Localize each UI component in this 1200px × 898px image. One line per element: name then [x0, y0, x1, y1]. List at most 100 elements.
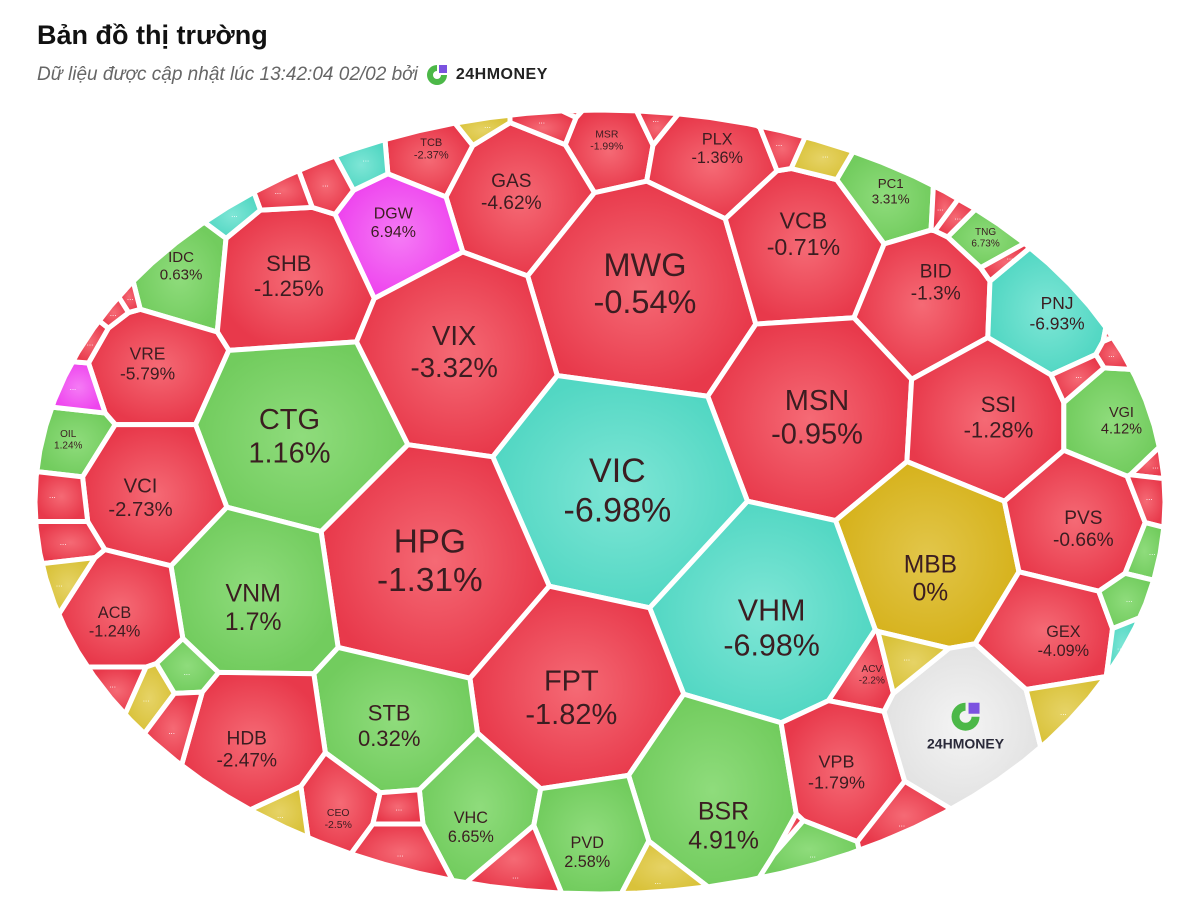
ticker-label: VIX — [432, 320, 476, 351]
more-label: ... — [1117, 642, 1124, 651]
change-label: -1.36% — [692, 149, 743, 167]
brand-name: 24HMONEY — [455, 66, 548, 83]
more-label: ... — [127, 293, 134, 302]
more-label: ... — [231, 210, 238, 219]
more-label: ... — [1152, 462, 1159, 471]
small-stock-cell[interactable]: ... — [1103, 615, 1142, 679]
more-label: ... — [275, 187, 282, 196]
ticker-label: CTG — [259, 404, 320, 436]
small-stock-cell[interactable]: ... — [201, 189, 263, 241]
small-stock-cell[interactable]: ... — [854, 778, 954, 853]
small-stock-cell[interactable]: ... — [348, 821, 456, 883]
brand-logo-icon — [951, 702, 980, 731]
cell-shape — [1048, 352, 1107, 406]
small-stock-cell[interactable]: ... — [452, 112, 513, 149]
more-label: ... — [110, 309, 117, 318]
change-label: -1.3% — [911, 284, 961, 305]
more-label: ... — [109, 680, 116, 689]
change-label: 0% — [913, 580, 949, 607]
more-label: ... — [903, 654, 910, 663]
small-stock-cell[interactable]: ... — [788, 134, 856, 183]
change-label: -1.82% — [525, 699, 617, 731]
cell-shape — [559, 107, 585, 121]
ticker-label: IDC — [168, 249, 194, 266]
update-info: Dữ liệu được cập nhật lúc 13:42:04 02/02… — [37, 62, 548, 88]
cell-shape — [116, 278, 143, 316]
cell-shape — [932, 196, 978, 240]
ticker-label: HDB — [227, 729, 267, 750]
change-label: 1.24% — [54, 441, 82, 452]
cell-shape — [39, 555, 98, 617]
more-label: ... — [756, 122, 763, 131]
more-label: ... — [322, 180, 329, 189]
small-stock-cell[interactable]: ... — [370, 787, 426, 827]
more-label: ... — [776, 139, 783, 148]
small-stock-cell[interactable]: ... — [634, 108, 681, 148]
change-label: -1.99% — [590, 142, 623, 153]
cell-shape — [153, 635, 222, 696]
change-label: 4.12% — [1101, 422, 1142, 438]
change-label: -1.24% — [89, 623, 140, 641]
small-stock-cell[interactable]: ... — [251, 168, 315, 213]
small-stock-cell[interactable]: ... — [141, 689, 205, 768]
ticker-label: MBB — [904, 551, 957, 578]
change-label: -2.73% — [108, 499, 172, 521]
change-label: 1.7% — [225, 608, 282, 636]
change-label: -1.28% — [964, 417, 1034, 442]
small-stock-cell[interactable]: ... — [463, 822, 565, 896]
update-text: Dữ liệu được cập nhật lúc 13:42:04 02/02… — [37, 64, 418, 85]
small-stock-cell[interactable]: ... — [756, 122, 763, 131]
small-stock-cell[interactable]: ... — [116, 278, 143, 316]
change-label: -1.79% — [808, 772, 865, 792]
small-stock-cell[interactable]: ... — [39, 555, 98, 617]
ticker-label: SSI — [981, 392, 1017, 417]
small-stock-cell[interactable]: ... — [559, 107, 585, 121]
ticker-label: BSR — [698, 798, 749, 826]
ticker-label: MSN — [785, 385, 849, 417]
more-label: ... — [788, 826, 795, 835]
change-label: 6.65% — [448, 828, 494, 846]
change-label: -6.93% — [1030, 313, 1085, 333]
change-label: -0.95% — [771, 418, 863, 450]
ticker-label: PC1 — [878, 176, 904, 191]
ticker-label: CEO — [327, 808, 350, 819]
more-label: ... — [652, 115, 659, 124]
more-label: ... — [277, 811, 284, 820]
small-stock-cell[interactable]: ... — [618, 838, 711, 897]
more-label: ... — [1108, 350, 1115, 359]
small-stock-cell[interactable]: ... — [1048, 352, 1107, 406]
stock-cell-mwg[interactable]: MWG-0.54% — [525, 178, 759, 399]
change-label: -0.66% — [1053, 530, 1114, 551]
small-stock-cell[interactable]: ... — [153, 635, 222, 696]
change-label: 0.32% — [358, 726, 420, 751]
ticker-label: GEX — [1046, 623, 1080, 641]
ticker-label: MWG — [604, 247, 687, 283]
more-label: ... — [1149, 548, 1156, 557]
small-stock-cell[interactable]: ... — [756, 818, 862, 881]
small-stock-cell[interactable]: ... — [978, 240, 1033, 284]
small-stock-cell[interactable]: ... — [1023, 674, 1109, 750]
cell-shape — [348, 821, 456, 883]
stock-cell-fpt[interactable]: FPT-1.82% — [467, 583, 687, 792]
ticker-label: SHB — [266, 251, 311, 276]
small-stock-cell[interactable]: ... — [32, 469, 91, 524]
stock-cell-hdb[interactable]: HDB-2.47% — [179, 669, 328, 813]
stock-cell-pvs[interactable]: PVS-0.66% — [1001, 447, 1148, 594]
more-label: ... — [397, 849, 404, 858]
change-label: -2.47% — [216, 751, 277, 772]
change-label: -2.5% — [325, 820, 352, 831]
small-stock-cell[interactable]: ... — [875, 628, 952, 696]
cell-shape — [788, 134, 856, 183]
cell-shape — [247, 783, 311, 840]
stock-cell-vhm[interactable]: VHM-6.98% — [647, 498, 878, 726]
change-label: 3.31% — [872, 191, 910, 206]
brand-logo-cell[interactable]: 24HMONEY — [881, 641, 1044, 812]
small-stock-cell[interactable]: ... — [247, 783, 311, 840]
small-stock-cell[interactable]: ... — [932, 196, 978, 240]
ticker-label: VHM — [738, 594, 806, 628]
change-label: 0.63% — [160, 266, 203, 283]
cell-shape — [463, 822, 565, 896]
